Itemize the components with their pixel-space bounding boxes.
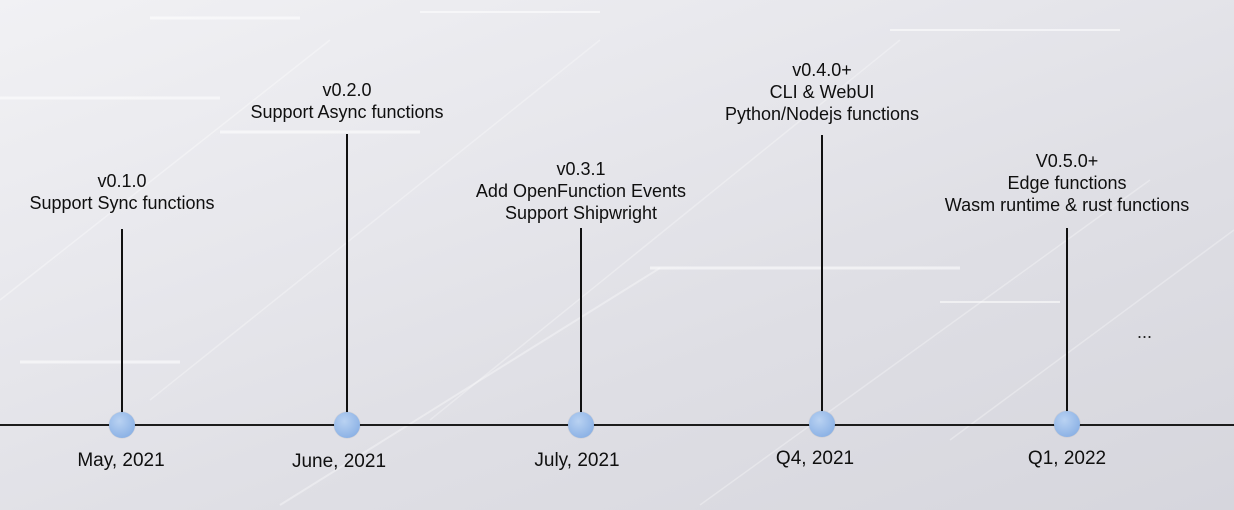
milestone-version: v0.3.1 xyxy=(556,159,606,179)
milestone-version: v0.2.0 xyxy=(322,80,372,100)
milestone-label-v050: V0.5.0+ Edge functions Wasm runtime & ru… xyxy=(945,150,1189,216)
milestone-dot[interactable] xyxy=(568,412,594,438)
milestone-label-v020: v0.2.0 Support Async functions xyxy=(250,79,443,123)
milestone-stem xyxy=(821,135,823,414)
milestone-feature: Support Shipwright xyxy=(504,203,658,223)
milestone-dot[interactable] xyxy=(1054,411,1080,437)
milestone-dot[interactable] xyxy=(334,412,360,438)
milestone-date: May, 2021 xyxy=(77,450,165,471)
more-ellipsis: ... xyxy=(1137,322,1153,342)
milestone-stem xyxy=(1066,228,1068,414)
milestone-feature: Support Sync functions xyxy=(29,193,215,213)
milestone-stem xyxy=(346,134,348,414)
milestone-dot[interactable] xyxy=(109,412,135,438)
milestone-stem xyxy=(121,229,123,414)
milestone-stem xyxy=(580,228,582,414)
milestone-label-v010: v0.1.0 Support Sync functions xyxy=(29,170,214,214)
milestone-feature: Support Async functions xyxy=(250,102,444,122)
milestone-label-v040: v0.4.0+ CLI & WebUI Python/Nodejs functi… xyxy=(725,59,919,125)
milestone-date: Q1, 2022 xyxy=(1027,448,1107,469)
milestone-date: June, 2021 xyxy=(291,451,387,472)
milestone-date: Q4, 2021 xyxy=(775,448,855,469)
milestone-feature: Wasm runtime & rust functions xyxy=(944,195,1190,215)
milestone-date: July, 2021 xyxy=(534,450,620,471)
milestone-version: v0.1.0 xyxy=(97,171,147,191)
milestone-feature: Add OpenFunction Events xyxy=(475,181,687,201)
milestone-feature: Python/Nodejs functions xyxy=(724,104,920,124)
milestone-version: V0.5.0+ xyxy=(1035,151,1099,171)
milestone-version: v0.4.0+ xyxy=(792,60,852,80)
milestone-feature: CLI & WebUI xyxy=(769,82,875,102)
milestone-label-v031: v0.3.1 Add OpenFunction Events Support S… xyxy=(476,158,686,224)
timeline-axis xyxy=(0,424,1234,426)
milestone-dot[interactable] xyxy=(809,411,835,437)
milestone-feature: Edge functions xyxy=(1007,173,1127,193)
